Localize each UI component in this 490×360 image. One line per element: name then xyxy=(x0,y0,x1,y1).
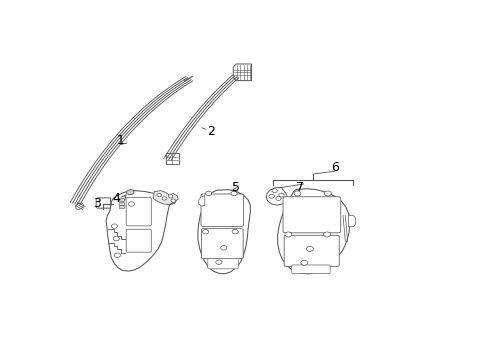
Polygon shape xyxy=(106,191,176,271)
Bar xyxy=(119,204,124,208)
Bar xyxy=(119,202,124,205)
Text: 3: 3 xyxy=(94,198,101,211)
FancyBboxPatch shape xyxy=(126,229,151,252)
Circle shape xyxy=(128,202,135,206)
FancyBboxPatch shape xyxy=(126,197,151,226)
Text: 2: 2 xyxy=(207,125,215,138)
Polygon shape xyxy=(153,191,178,204)
Text: 1: 1 xyxy=(116,134,124,147)
Polygon shape xyxy=(199,195,205,206)
Circle shape xyxy=(276,197,281,201)
Circle shape xyxy=(202,229,209,234)
Circle shape xyxy=(111,224,118,228)
Circle shape xyxy=(114,253,121,257)
FancyBboxPatch shape xyxy=(283,197,341,233)
Circle shape xyxy=(216,260,222,264)
Polygon shape xyxy=(267,187,287,205)
Polygon shape xyxy=(278,189,350,274)
Text: 4: 4 xyxy=(112,192,120,205)
Circle shape xyxy=(232,229,238,234)
FancyBboxPatch shape xyxy=(292,265,330,274)
Polygon shape xyxy=(348,215,356,227)
FancyBboxPatch shape xyxy=(201,194,244,226)
Polygon shape xyxy=(126,190,134,195)
FancyBboxPatch shape xyxy=(208,258,238,269)
Circle shape xyxy=(169,194,173,198)
Circle shape xyxy=(294,191,301,196)
Circle shape xyxy=(157,193,162,197)
Circle shape xyxy=(206,191,212,195)
Circle shape xyxy=(171,199,175,202)
Circle shape xyxy=(113,237,120,241)
Ellipse shape xyxy=(75,203,83,210)
Polygon shape xyxy=(198,190,250,274)
Circle shape xyxy=(307,246,314,251)
FancyBboxPatch shape xyxy=(284,235,339,266)
FancyBboxPatch shape xyxy=(201,229,243,258)
Circle shape xyxy=(285,232,292,237)
Circle shape xyxy=(162,197,167,200)
Circle shape xyxy=(279,193,284,197)
Text: 6: 6 xyxy=(331,161,339,175)
Circle shape xyxy=(324,232,330,237)
FancyBboxPatch shape xyxy=(166,153,179,164)
Text: 7: 7 xyxy=(296,181,304,194)
Polygon shape xyxy=(233,64,251,81)
Circle shape xyxy=(301,260,308,265)
Circle shape xyxy=(231,191,237,195)
Circle shape xyxy=(272,189,277,193)
Polygon shape xyxy=(96,198,111,208)
Text: 5: 5 xyxy=(232,181,240,194)
Circle shape xyxy=(324,191,331,196)
Bar xyxy=(119,198,124,202)
Circle shape xyxy=(220,246,227,250)
Circle shape xyxy=(269,194,274,198)
